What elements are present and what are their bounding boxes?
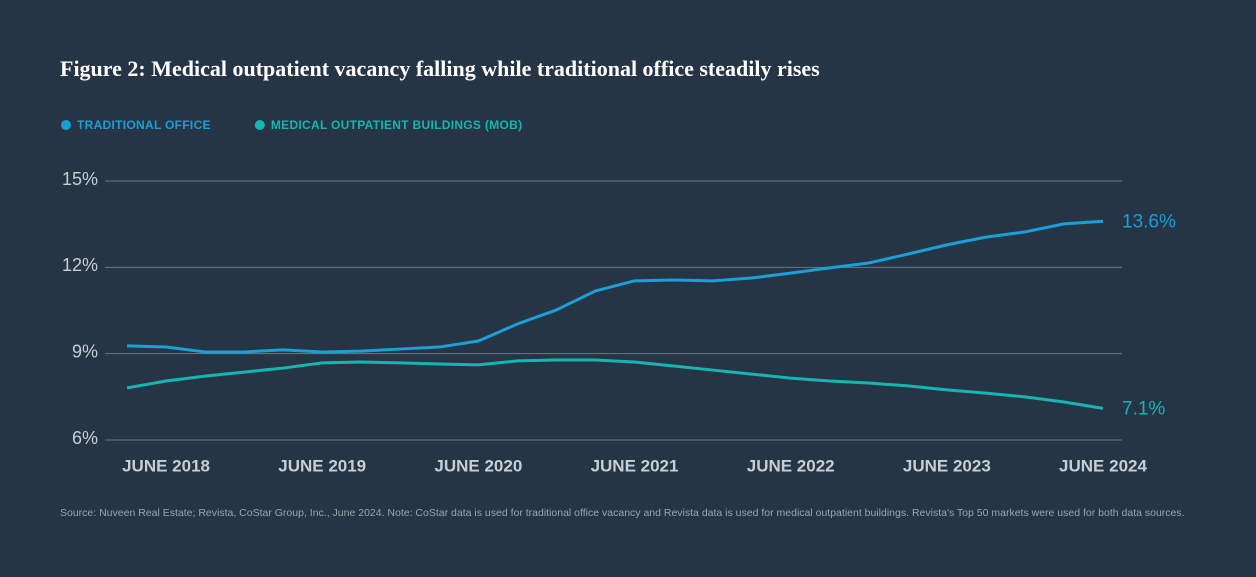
x-tick-label: JUNE 2021 — [591, 456, 679, 475]
x-tick-label: JUNE 2022 — [747, 456, 835, 475]
line-series — [126, 358, 1104, 410]
x-tick-label: JUNE 2019 — [278, 456, 366, 475]
line-series — [126, 219, 1104, 354]
legend-marker — [61, 120, 71, 130]
y-tick-label: 9% — [72, 341, 98, 361]
legend-marker — [254, 120, 265, 130]
x-tick-label: JUNE 2024 — [1059, 456, 1147, 475]
x-tick-label: JUNE 2023 — [903, 456, 991, 475]
legend-label: MEDICAL OUTPATIENT BUILDINGS (MOB) — [271, 118, 523, 132]
source-note: Source: Nuveen Real Estate; Revista, CoS… — [60, 507, 1185, 519]
y-tick-label: 12% — [62, 255, 98, 275]
x-tick-label: JUNE 2020 — [434, 456, 522, 475]
end-label: 7.1% — [1122, 398, 1165, 419]
y-tick-label: 15% — [62, 169, 98, 189]
end-label: 13.6% — [1122, 211, 1176, 232]
chart-title: Figure 2: Medical outpatient vacancy fal… — [60, 56, 820, 81]
y-tick-label: 6% — [72, 428, 98, 448]
legend-label: TRADITIONAL OFFICE — [77, 118, 211, 132]
x-tick-label: JUNE 2018 — [122, 456, 210, 475]
